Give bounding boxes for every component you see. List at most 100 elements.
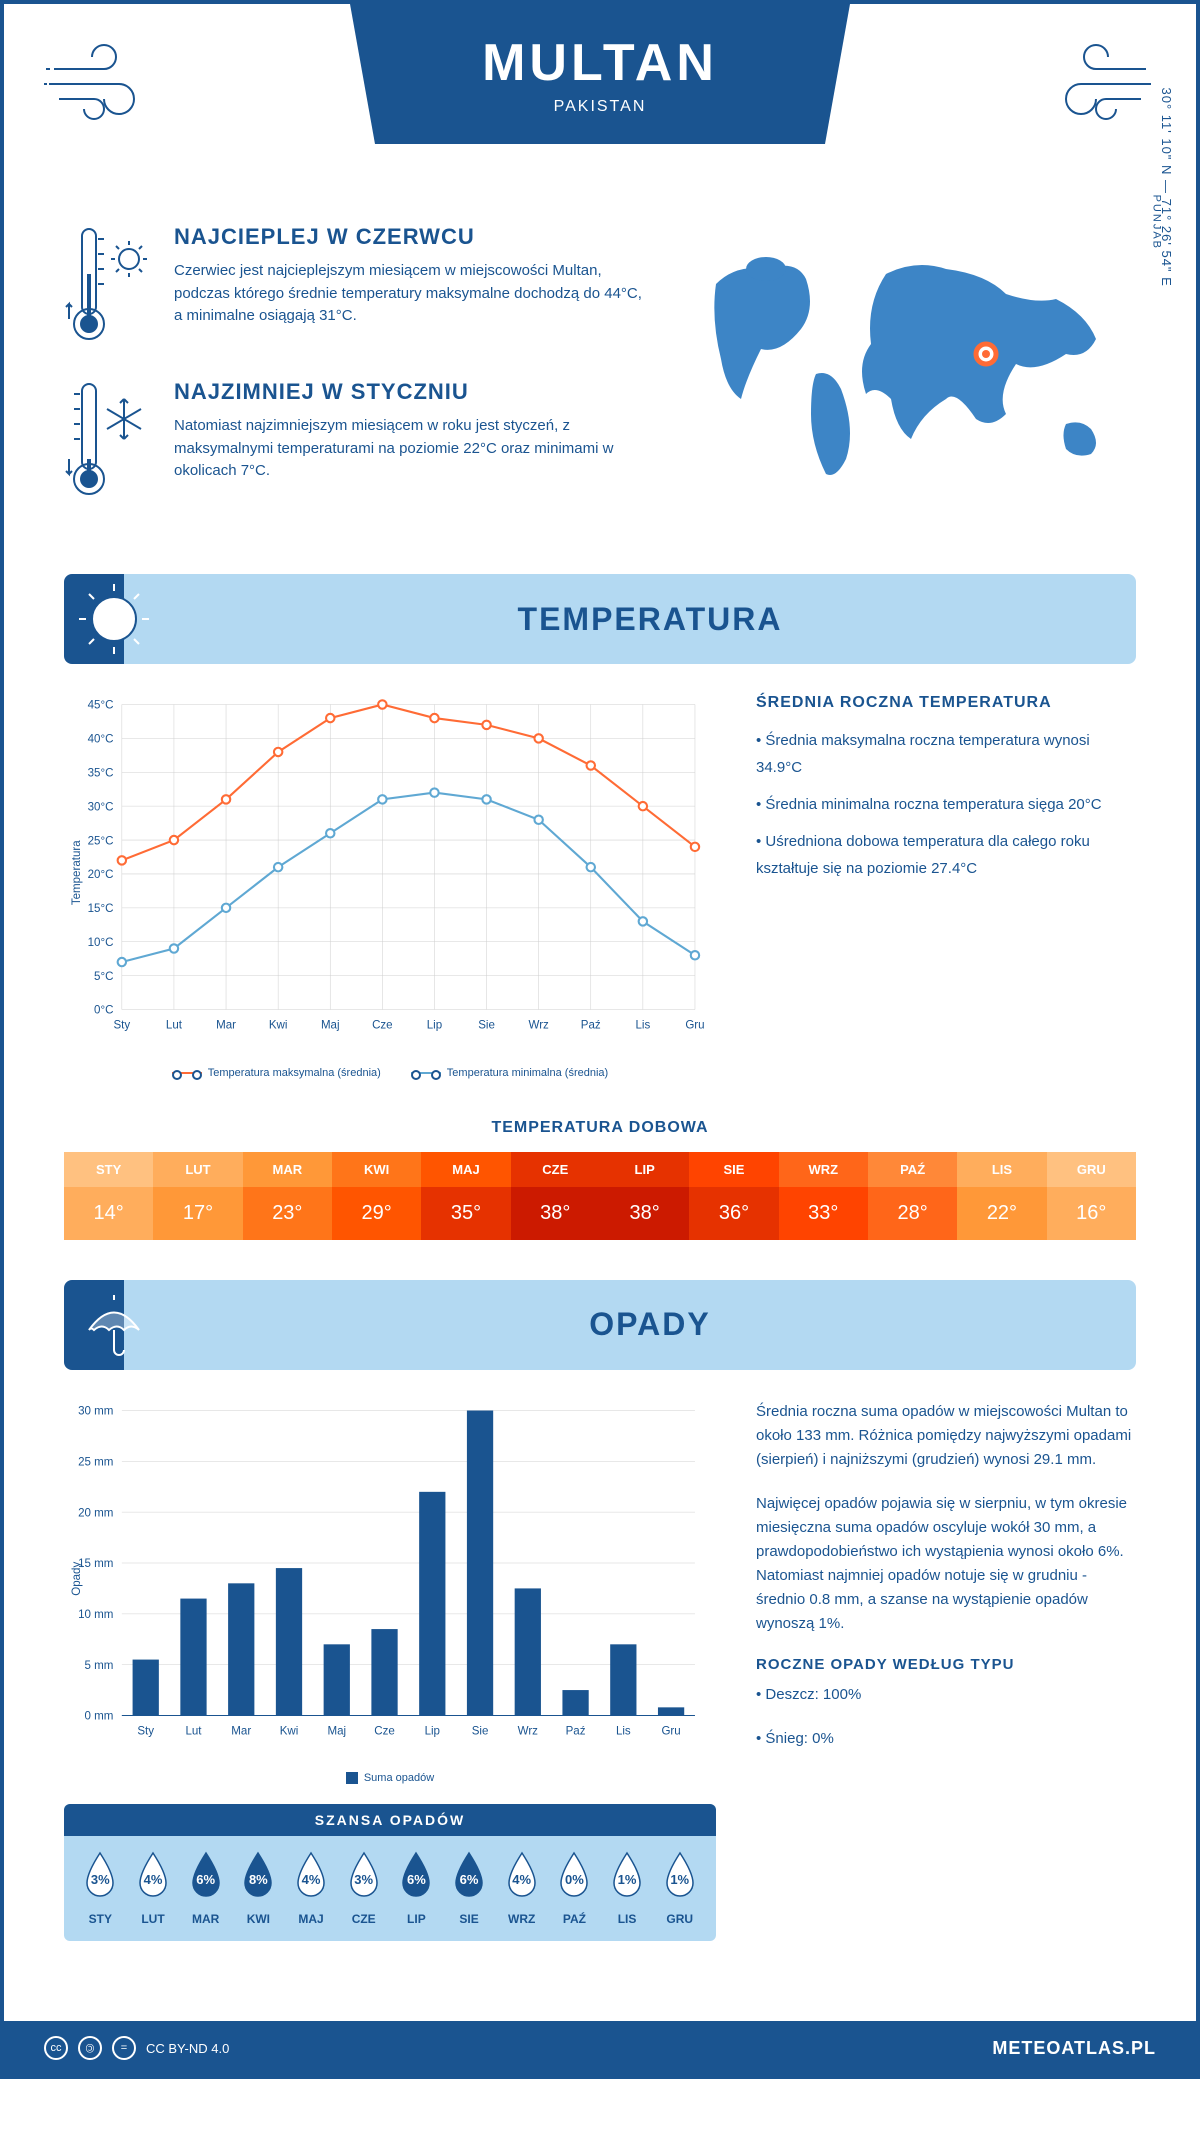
svg-text:Paź: Paź bbox=[566, 1725, 586, 1737]
svg-text:Maj: Maj bbox=[321, 1019, 340, 1031]
chance-title: SZANSA OPADÓW bbox=[64, 1804, 716, 1836]
precipitation-legend: Suma opadów bbox=[64, 1772, 716, 1784]
temperature-section: TEMPERATURA 0°C5°C10°C15°C20°C25°C30°C35… bbox=[64, 574, 1136, 1240]
daily-month-cell: WRZ bbox=[779, 1152, 868, 1187]
daily-value-cell: 28° bbox=[868, 1187, 957, 1240]
daily-value-cell: 16° bbox=[1047, 1187, 1136, 1240]
chance-cell: 8%KWI bbox=[232, 1851, 285, 1926]
legend-min-label: Temperatura minimalna (średnia) bbox=[447, 1067, 608, 1079]
chance-cell: 4%LUT bbox=[127, 1851, 180, 1926]
daily-month-cell: KWI bbox=[332, 1152, 421, 1187]
svg-text:45°C: 45°C bbox=[88, 700, 114, 712]
license-text: CC BY-ND 4.0 bbox=[146, 2041, 229, 2056]
svg-text:5 mm: 5 mm bbox=[85, 1659, 114, 1671]
daily-month-cell: PAŹ bbox=[868, 1152, 957, 1187]
coordinates: 30° 11' 10" N — 71° 26' 54" E bbox=[1159, 87, 1174, 286]
svg-text:20 mm: 20 mm bbox=[78, 1507, 113, 1519]
svg-text:35°C: 35°C bbox=[88, 767, 114, 779]
daily-value-cell: 38° bbox=[511, 1187, 600, 1240]
daily-value-cell: 35° bbox=[421, 1187, 510, 1240]
svg-text:Lis: Lis bbox=[635, 1019, 650, 1031]
temperature-header: TEMPERATURA bbox=[64, 574, 1136, 664]
daily-month-cell: SIE bbox=[689, 1152, 778, 1187]
thermometer-cold-icon bbox=[64, 379, 154, 504]
precip-text-1: Średnia roczna suma opadów w miejscowośc… bbox=[756, 1400, 1136, 1472]
header-banner: MULTAN PAKISTAN bbox=[350, 4, 850, 144]
svg-text:Sty: Sty bbox=[113, 1019, 130, 1031]
svg-text:Kwi: Kwi bbox=[269, 1019, 288, 1031]
svg-text:0°C: 0°C bbox=[94, 1005, 113, 1017]
precip-text-2: Najwięcej opadów pojawia się w sierpniu,… bbox=[756, 1492, 1136, 1636]
temperature-info: ŚREDNIA ROCZNA TEMPERATURA • Średnia mak… bbox=[756, 694, 1136, 1079]
svg-text:10 mm: 10 mm bbox=[78, 1609, 113, 1621]
svg-text:30 mm: 30 mm bbox=[78, 1405, 113, 1417]
umbrella-icon bbox=[64, 1285, 164, 1365]
chance-cell: 6%LIP bbox=[390, 1851, 443, 1926]
precip-type-title: ROCZNE OPADY WEDŁUG TYPU bbox=[756, 1656, 1136, 1673]
daily-value-cell: 38° bbox=[600, 1187, 689, 1240]
temperature-title: TEMPERATURA bbox=[164, 601, 1136, 638]
precip-legend-label: Suma opadów bbox=[364, 1772, 434, 1784]
hot-title: NAJCIEPLEJ W CZERWCU bbox=[174, 224, 646, 250]
daily-month-cell: GRU bbox=[1047, 1152, 1136, 1187]
precipitation-title: OPADY bbox=[164, 1306, 1136, 1343]
daily-month-cell: LIP bbox=[600, 1152, 689, 1187]
wind-icon-right bbox=[1036, 44, 1156, 129]
chance-cell: 6%MAR bbox=[179, 1851, 232, 1926]
svg-text:Cze: Cze bbox=[372, 1019, 393, 1031]
svg-text:25°C: 25°C bbox=[88, 835, 114, 847]
svg-text:Maj: Maj bbox=[327, 1725, 346, 1737]
svg-text:40°C: 40°C bbox=[88, 734, 114, 746]
cold-text: Natomiast najzimniejszym miesiącem w rok… bbox=[174, 415, 646, 483]
daily-temperature: TEMPERATURA DOBOWA STYLUTMARKWIMAJCZELIP… bbox=[64, 1119, 1136, 1240]
daily-month-cell: LIS bbox=[957, 1152, 1046, 1187]
precipitation-header: OPADY bbox=[64, 1280, 1136, 1370]
chance-cell: 6%SIE bbox=[443, 1851, 496, 1926]
nd-icon: = bbox=[112, 2036, 136, 2060]
temp-info-item: • Średnia minimalna roczna temperatura s… bbox=[756, 791, 1136, 818]
svg-text:0 mm: 0 mm bbox=[85, 1710, 114, 1722]
world-map bbox=[686, 224, 1136, 504]
svg-text:Sie: Sie bbox=[478, 1019, 495, 1031]
wind-icon-left bbox=[44, 44, 164, 129]
svg-text:30°C: 30°C bbox=[88, 801, 114, 813]
chance-cell: 1%LIS bbox=[601, 1851, 654, 1926]
svg-text:Gru: Gru bbox=[685, 1019, 704, 1031]
daily-value-cell: 23° bbox=[243, 1187, 332, 1240]
svg-text:Kwi: Kwi bbox=[280, 1725, 299, 1737]
svg-text:Wrz: Wrz bbox=[518, 1725, 539, 1737]
temp-info-title: ŚREDNIA ROCZNA TEMPERATURA bbox=[756, 694, 1136, 712]
daily-month-cell: MAR bbox=[243, 1152, 332, 1187]
precipitation-info: Średnia roczna suma opadów w miejscowośc… bbox=[756, 1400, 1136, 1942]
chance-cell: 0%PAŹ bbox=[548, 1851, 601, 1926]
cold-block: NAJZIMNIEJ W STYCZNIU Natomiast najzimni… bbox=[64, 379, 646, 504]
daily-temp-title: TEMPERATURA DOBOWA bbox=[64, 1119, 1136, 1137]
svg-text:Lip: Lip bbox=[427, 1019, 442, 1031]
daily-month-cell: LUT bbox=[153, 1152, 242, 1187]
temp-info-item: • Średnia maksymalna roczna temperatura … bbox=[756, 727, 1136, 781]
sun-icon bbox=[64, 579, 164, 659]
map-container: PUNJAB 30° 11' 10" N — 71° 26' 54" E bbox=[686, 224, 1136, 534]
svg-text:Mar: Mar bbox=[216, 1019, 236, 1031]
intro-section: NAJCIEPLEJ W CZERWCU Czerwiec jest najci… bbox=[64, 224, 1136, 534]
daily-value-cell: 33° bbox=[779, 1187, 868, 1240]
daily-value-cell: 17° bbox=[153, 1187, 242, 1240]
daily-value-cell: 14° bbox=[64, 1187, 153, 1240]
svg-text:Opady: Opady bbox=[71, 1561, 83, 1595]
chance-cell: 3%CZE bbox=[337, 1851, 390, 1926]
temperature-legend: Temperatura maksymalna (średnia) Tempera… bbox=[64, 1067, 716, 1079]
daily-value-cell: 29° bbox=[332, 1187, 421, 1240]
legend-max-label: Temperatura maksymalna (średnia) bbox=[208, 1067, 381, 1079]
chance-cell: 1%GRU bbox=[653, 1851, 706, 1926]
chance-cell: 4%WRZ bbox=[495, 1851, 548, 1926]
svg-text:Lut: Lut bbox=[166, 1019, 183, 1031]
svg-text:Wrz: Wrz bbox=[529, 1019, 550, 1031]
daily-month-cell: MAJ bbox=[421, 1152, 510, 1187]
svg-text:Lip: Lip bbox=[425, 1725, 440, 1737]
header: MULTAN PAKISTAN bbox=[4, 4, 1196, 184]
chance-cell: 4%MAJ bbox=[285, 1851, 338, 1926]
svg-text:Temperatura: Temperatura bbox=[71, 840, 83, 905]
svg-text:Mar: Mar bbox=[231, 1725, 251, 1737]
footer: cc 🄯 = CC BY-ND 4.0 METEOATLAS.PL bbox=[4, 2021, 1196, 2075]
cold-title: NAJZIMNIEJ W STYCZNIU bbox=[174, 379, 646, 405]
